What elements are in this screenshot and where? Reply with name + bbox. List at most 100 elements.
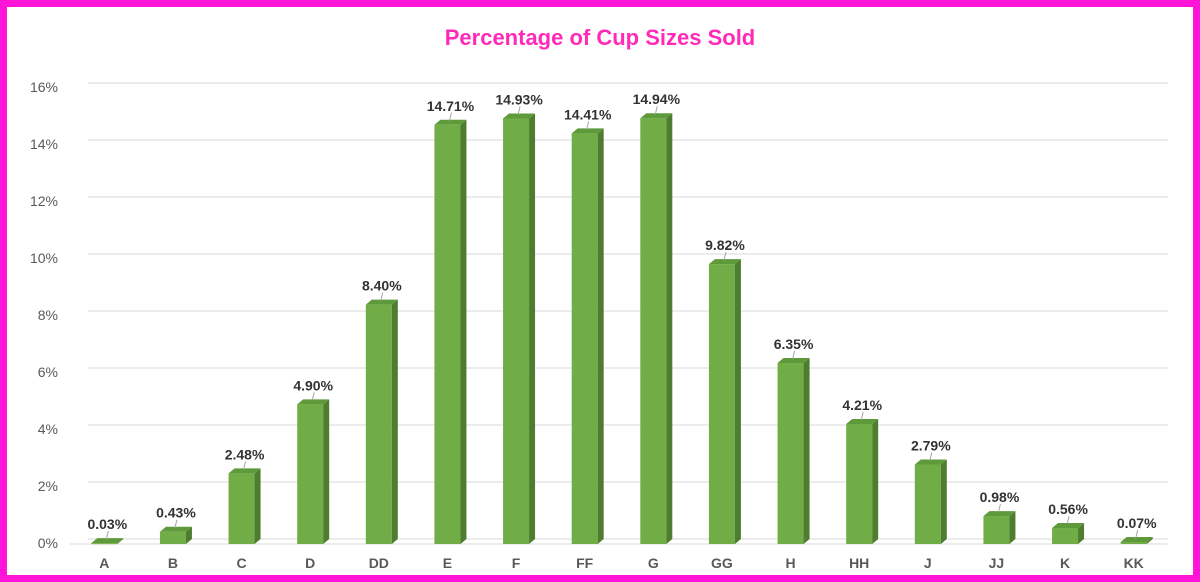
- bar-side: [254, 468, 261, 544]
- bar-top: [228, 468, 261, 474]
- data-label-leader: [174, 519, 178, 528]
- data-label-leader: [860, 411, 864, 421]
- bar: [708, 264, 735, 544]
- y-tick-label: 0%: [38, 535, 58, 551]
- bar-side: [1009, 511, 1016, 544]
- bar-top: [434, 119, 467, 125]
- y-tick-label: 14%: [30, 136, 58, 152]
- x-tick-label: C: [237, 555, 247, 571]
- data-label-leader: [654, 106, 658, 115]
- bar-side: [734, 259, 741, 544]
- bar-side: [1078, 523, 1085, 544]
- data-label-leader: [448, 112, 452, 121]
- bar-top: [983, 511, 1016, 517]
- data-label-leader: [517, 106, 521, 115]
- data-label: 4.21%: [842, 397, 882, 413]
- bar-top: [708, 259, 741, 265]
- bar-side: [529, 113, 536, 545]
- data-label: 14.94%: [633, 91, 681, 107]
- y-tick-label: 6%: [38, 364, 58, 380]
- bar: [914, 464, 941, 544]
- bar-side: [391, 299, 398, 544]
- x-tick-label: J: [924, 555, 932, 571]
- data-label-leader: [723, 252, 727, 261]
- bar: [434, 124, 461, 544]
- x-tick-label: GG: [711, 555, 733, 571]
- bar-top: [914, 459, 947, 465]
- bar-side: [940, 459, 947, 544]
- y-tick-label: 4%: [38, 421, 58, 437]
- data-label: 0.43%: [156, 505, 196, 521]
- data-label: 2.79%: [911, 437, 951, 453]
- bar-top: [159, 526, 192, 532]
- bar-top: [1052, 523, 1085, 529]
- bar-top: [365, 299, 398, 305]
- chart-title: Percentage of Cup Sizes Sold: [444, 25, 756, 50]
- bar: [159, 531, 186, 544]
- bar-side: [185, 526, 192, 544]
- x-tick-label: KK: [1124, 555, 1144, 571]
- data-label-leader: [1135, 529, 1139, 539]
- data-label: 4.90%: [293, 377, 333, 393]
- x-tick-label: D: [305, 555, 315, 571]
- bar-top: [846, 419, 879, 425]
- bar: [1120, 542, 1147, 544]
- y-tick-label: 16%: [30, 79, 58, 95]
- data-label-leader: [792, 350, 796, 360]
- bar: [228, 473, 255, 544]
- bar-side: [117, 538, 124, 544]
- x-tick-label: JJ: [989, 555, 1005, 571]
- y-tick-label: 10%: [30, 250, 58, 266]
- x-tick-label: DD: [369, 555, 389, 571]
- data-label: 0.98%: [980, 489, 1020, 505]
- bar: [640, 118, 667, 545]
- data-label: 9.82%: [705, 237, 745, 253]
- data-label-leader: [243, 461, 247, 470]
- bar: [571, 133, 598, 544]
- data-label: 6.35%: [774, 336, 814, 352]
- y-tick-label: 12%: [30, 193, 58, 209]
- y-tick-label: 8%: [38, 307, 58, 323]
- x-tick-label: B: [168, 555, 178, 571]
- bar: [846, 424, 873, 544]
- data-label: 14.71%: [427, 98, 475, 114]
- bar-top: [91, 538, 124, 544]
- y-tick-label: 2%: [38, 478, 58, 494]
- data-label-leader: [311, 392, 315, 401]
- x-tick-label: FF: [576, 555, 594, 571]
- x-tick-label: HH: [849, 555, 869, 571]
- data-label: 14.93%: [495, 91, 543, 107]
- bar: [365, 304, 392, 544]
- bar-side: [1146, 537, 1153, 544]
- x-tick-label: E: [443, 555, 452, 571]
- data-label-leader: [380, 292, 384, 301]
- bar-side: [803, 358, 810, 544]
- data-label-leader: [997, 503, 1001, 513]
- bar: [297, 404, 324, 544]
- bar-side: [460, 119, 467, 544]
- bar-top: [297, 399, 330, 405]
- data-label-leader: [105, 531, 109, 540]
- data-label: 8.40%: [362, 278, 402, 294]
- bar-top: [640, 113, 673, 119]
- bar-top: [571, 128, 604, 134]
- bar-side: [872, 419, 879, 544]
- bar: [777, 363, 804, 544]
- x-tick-label: F: [512, 555, 521, 571]
- data-label: 14.41%: [564, 106, 612, 122]
- data-label: 0.03%: [87, 516, 127, 532]
- bar-side: [666, 113, 673, 545]
- data-label-leader: [1066, 515, 1070, 525]
- x-tick-label: K: [1060, 555, 1070, 571]
- bar-top: [1120, 537, 1153, 543]
- x-tick-label: H: [786, 555, 796, 571]
- bar-side: [597, 128, 604, 544]
- bar: [503, 118, 530, 545]
- data-label-leader: [586, 121, 590, 130]
- bar-top: [503, 113, 536, 119]
- bar: [91, 543, 118, 545]
- bar: [983, 516, 1010, 544]
- data-label-leader: [929, 452, 933, 461]
- data-label: 0.07%: [1117, 515, 1157, 531]
